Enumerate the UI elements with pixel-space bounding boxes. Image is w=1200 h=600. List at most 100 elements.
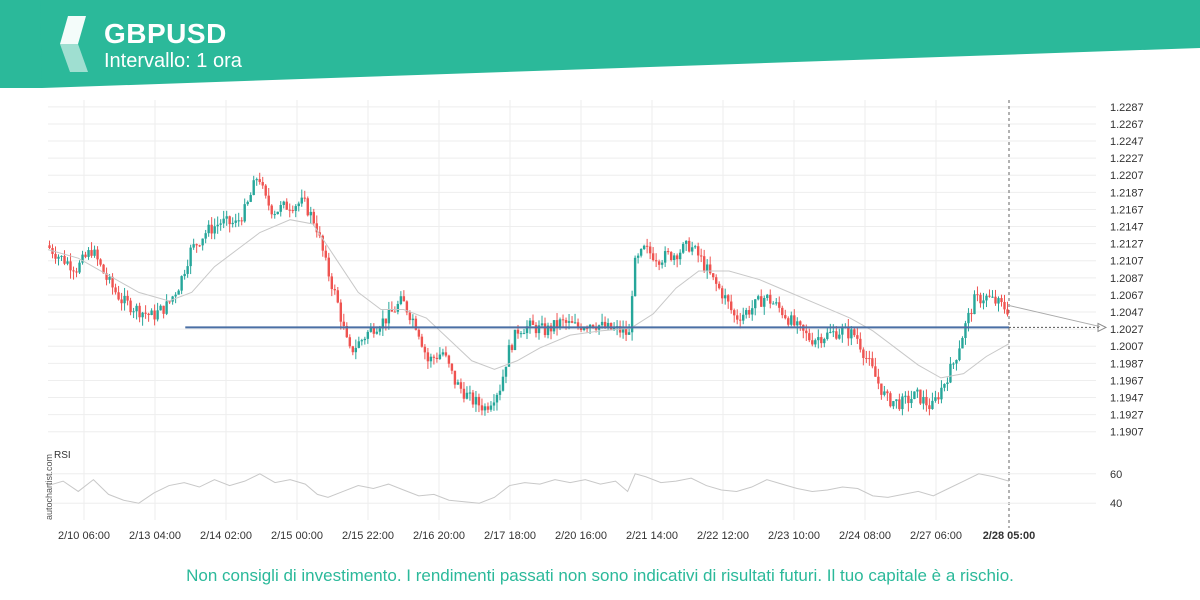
candle-body	[901, 396, 904, 410]
candle-body	[808, 333, 811, 341]
x-tick-label: 2/23 10:00	[768, 530, 820, 542]
candle-body	[609, 322, 613, 330]
candle-body	[354, 347, 358, 353]
candle-body	[111, 276, 114, 288]
candle-body	[934, 397, 937, 401]
candle-body	[387, 309, 391, 324]
candle-body	[922, 396, 925, 404]
candle-body	[171, 296, 174, 302]
candle-body	[309, 211, 312, 216]
x-tick-label: 2/17 18:00	[484, 530, 536, 542]
rsi-label: RSI	[54, 450, 71, 461]
candle-body	[760, 296, 763, 307]
candle-body	[345, 326, 349, 338]
candle-body	[123, 295, 126, 304]
candle-body	[273, 214, 276, 216]
candle-body	[168, 301, 171, 303]
candle-body	[576, 322, 580, 327]
candle-body	[384, 318, 388, 324]
candle-body	[916, 389, 919, 392]
candle-body	[216, 224, 219, 227]
candle-body	[654, 260, 658, 262]
candle-body	[462, 388, 466, 399]
candle-body	[342, 321, 346, 327]
candle-body	[645, 245, 649, 247]
candle-body	[717, 283, 721, 289]
candle-body	[976, 294, 979, 296]
candle-body	[952, 363, 955, 365]
candle-body	[264, 185, 267, 196]
candle-body	[669, 252, 673, 261]
candle-body	[543, 323, 547, 336]
candle-body	[633, 257, 637, 297]
candle-body	[973, 294, 976, 315]
candle-body	[982, 300, 985, 304]
header-banner: GBPUSD Intervallo: 1 ora	[0, 0, 1200, 100]
candle-body	[907, 395, 910, 404]
candle-body	[288, 209, 291, 211]
candle-body	[315, 223, 318, 233]
candle-body	[339, 302, 343, 322]
candle-body	[820, 337, 823, 344]
candle-body	[672, 255, 676, 261]
candle-body	[252, 180, 255, 196]
watermark: autochartist.com	[44, 453, 54, 520]
candle-body	[501, 376, 505, 391]
candle-body	[444, 352, 448, 356]
candle-body	[90, 250, 93, 256]
candle-body	[105, 273, 108, 280]
candle-body	[931, 400, 934, 410]
candle-body	[411, 318, 415, 321]
candle-body	[267, 195, 270, 206]
candle-body	[570, 321, 574, 323]
y-tick-label: 1.2267	[1110, 119, 1144, 131]
candle-body	[880, 383, 883, 395]
candle-body	[249, 195, 252, 202]
candle-body	[408, 312, 412, 321]
candle-body	[180, 276, 183, 291]
candle-body	[399, 296, 403, 304]
candle-body	[778, 302, 781, 308]
candle-body	[775, 302, 778, 304]
x-tick-label: 2/15 00:00	[271, 530, 323, 542]
candle-body	[429, 356, 433, 362]
candle-body	[730, 301, 733, 311]
x-tick-label: 2/20 16:00	[555, 530, 607, 542]
candle-body	[1000, 298, 1003, 302]
projection-arrow-icon	[1097, 322, 1108, 333]
autochartist-logo-icon	[60, 16, 88, 72]
candle-body	[225, 216, 228, 219]
candle-body	[708, 264, 712, 274]
candle-body	[955, 359, 958, 364]
candle-body	[294, 206, 297, 211]
candle-body	[898, 399, 901, 410]
candle-body	[144, 312, 147, 314]
candle-body	[138, 305, 141, 318]
y-tick-label: 1.1967	[1110, 375, 1144, 387]
candle-body	[312, 211, 315, 224]
candle-body	[150, 310, 153, 316]
candle-body	[378, 328, 382, 332]
candle-body	[591, 324, 595, 328]
candle-body	[165, 301, 168, 314]
candle-body	[84, 254, 87, 257]
candle-body	[213, 226, 216, 234]
candle-body	[498, 390, 502, 395]
y-tick-label: 1.2087	[1110, 273, 1144, 285]
candle-body	[660, 262, 664, 265]
x-tick-label: 2/14 02:00	[200, 530, 252, 542]
candle-body	[519, 333, 523, 335]
candle-body	[748, 310, 751, 315]
interval-label: Intervallo: 1 ora	[104, 50, 242, 72]
candle-body	[642, 245, 646, 250]
candle-body	[991, 296, 994, 298]
candle-body	[573, 322, 577, 324]
candle-body	[714, 277, 718, 284]
y-tick-label: 1.2187	[1110, 187, 1144, 199]
candle-body	[546, 325, 550, 336]
x-tick-label: 2/21 14:00	[626, 530, 678, 542]
rsi-tick-label: 60	[1110, 469, 1122, 481]
candle-body	[495, 394, 499, 403]
candle-body	[141, 312, 144, 318]
x-tick-label: 2/16 20:00	[413, 530, 465, 542]
